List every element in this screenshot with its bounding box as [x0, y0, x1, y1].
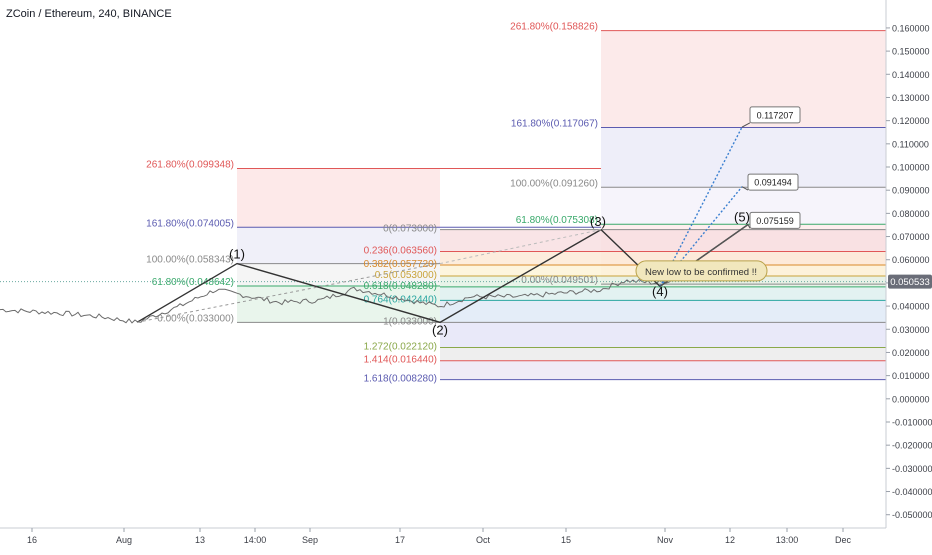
x-tick-label: 13:00	[776, 535, 799, 545]
x-tick-label: Oct	[476, 535, 491, 545]
fib-zone-2-7	[440, 347, 886, 361]
callout-pointer	[741, 186, 749, 191]
y-tick-label: 0.010000	[892, 371, 930, 381]
fib-zone-2-8	[440, 360, 886, 380]
y-tick-label: 0.020000	[892, 348, 930, 358]
x-tick-label: Sep	[302, 535, 318, 545]
target-label: 0.117207	[757, 110, 794, 120]
fib-2-label: 1.414(0.016440)	[364, 355, 437, 366]
fib-2-label: 1.618(0.008280)	[364, 374, 437, 385]
fib-1-label: 0.00%(0.033000)	[157, 313, 234, 324]
fib-3-label: 161.80%(0.117067)	[511, 118, 598, 129]
note-label: New low to be confirmed !!	[645, 267, 757, 278]
x-tick-label: Nov	[657, 535, 674, 545]
fib-2-label: 0.236(0.063560)	[364, 245, 437, 256]
fib-1-label: 100.00%(0.058343)	[146, 255, 234, 266]
y-tick-label: 0.110000	[892, 139, 929, 149]
fib-zone-3-1	[601, 127, 886, 188]
note-bubble: New low to be confirmed !!	[635, 260, 768, 282]
y-tick-label: 0.080000	[892, 209, 930, 219]
y-tick-label: 0.000000	[892, 394, 930, 404]
fib-zone-2-5	[440, 300, 886, 323]
callout-pointer	[741, 122, 751, 128]
fib-zone-3-2	[601, 187, 886, 225]
y-tick-label: 0.070000	[892, 232, 930, 242]
target-callout	[749, 106, 801, 124]
wave-label: (4)	[652, 284, 668, 299]
fib-2-label: 0(0.073000)	[383, 224, 437, 235]
y-tick-label: 0.140000	[892, 70, 930, 80]
y-tick-label: 0.120000	[892, 116, 930, 126]
fib-zones	[237, 30, 886, 381]
x-tick-label: 14:00	[244, 535, 267, 545]
x-tick-label: Dec	[835, 535, 852, 545]
fib-zone-1-3	[237, 286, 440, 323]
y-tick-label: 0.090000	[892, 186, 930, 196]
wave-label: (2)	[432, 322, 448, 337]
x-tick-label: 13	[195, 535, 205, 545]
last-price-label: 0.050533	[890, 277, 930, 288]
fib-zone-2-0	[440, 229, 886, 252]
y-tick-label: -0.010000	[892, 417, 932, 427]
target-callout	[747, 173, 799, 191]
fib-1-label: 61.80%(0.048642)	[152, 277, 234, 288]
last-price-badge	[888, 274, 932, 289]
y-tick-label: 0.160000	[892, 23, 930, 33]
target-callout	[749, 211, 801, 229]
fib-zone-1-1	[237, 227, 440, 264]
fib-3-label: 100.00%(0.091260)	[510, 178, 598, 189]
y-tick-label: -0.030000	[892, 464, 932, 474]
target-label: 0.075159	[756, 216, 794, 226]
fib-zone-2-4	[440, 286, 886, 301]
y-tick-label: -0.050000	[892, 510, 932, 520]
price-line	[0, 278, 676, 324]
y-tick-label: 0.150000	[892, 47, 930, 57]
target-label: 0.091494	[754, 178, 792, 188]
fib-zone-3-0	[601, 30, 886, 128]
y-tick-label: 0.060000	[892, 255, 930, 265]
y-tick-label: 0.030000	[892, 325, 930, 335]
x-tick-label: 12	[725, 535, 735, 545]
fib-2-label: 1.272(0.022120)	[364, 342, 437, 353]
callout-pointer	[747, 224, 751, 229]
fib-1-label: 261.80%(0.099348)	[146, 160, 234, 171]
wave-label: (1)	[229, 247, 245, 262]
y-tick-label: -0.020000	[892, 441, 932, 451]
y-tick-label: 0.130000	[892, 93, 930, 103]
y-tick-label: -0.040000	[892, 487, 932, 497]
x-tick-label: 17	[395, 535, 405, 545]
fib-zone-1-2	[237, 263, 440, 287]
x-tick-label: 16	[27, 535, 37, 545]
fib-2-label: 0.382(0.057720)	[364, 259, 437, 270]
fib-zone-1-0	[237, 168, 440, 228]
x-tick-label: 15	[561, 535, 571, 545]
y-tick-label: 0.100000	[892, 163, 930, 173]
fib-1-label: 161.80%(0.074005)	[146, 218, 234, 229]
fib-zone-2-1	[440, 251, 886, 266]
fib-2-label: 0.618(0.048280)	[364, 281, 437, 292]
wave-label: (3)	[590, 214, 606, 229]
fib-3-label: 0.00%(0.049501)	[521, 275, 598, 286]
fib-2-label: 1(0.033000)	[383, 316, 437, 327]
chart-title: ZCoin / Ethereum, 240, BINANCE	[6, 8, 172, 20]
fib-zone-2-6	[440, 322, 886, 348]
fib-3-label: 261.80%(0.158826)	[510, 22, 598, 33]
note-box	[635, 260, 768, 282]
x-tick-label: Aug	[116, 535, 132, 545]
projection-line	[659, 126, 743, 287]
wave-label: (5)	[734, 209, 750, 224]
fib-3-label: 61.80%(0.075308)	[516, 215, 598, 226]
fib-2-label: 0.5(0.053000)	[375, 270, 437, 281]
y-tick-label: 0.040000	[892, 302, 930, 312]
